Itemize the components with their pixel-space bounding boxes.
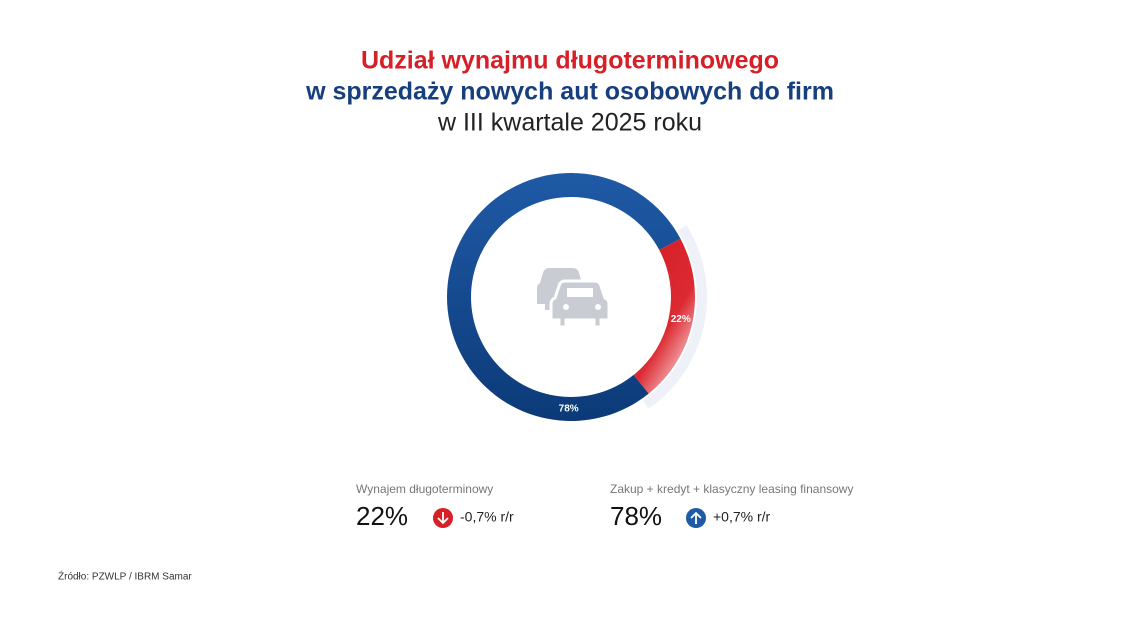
summary-value: 78% — [610, 501, 662, 531]
source: Źródło: PZWLP / IBRM Samar — [58, 570, 192, 583]
value-label: 22% — [671, 314, 691, 325]
segment-halo — [642, 224, 707, 409]
cars-icon — [537, 267, 611, 329]
chart-period: w III kwartale 2025 roku — [437, 109, 702, 137]
summary-value: 22% — [356, 501, 408, 531]
legend-label: Wynajem długoterminowy — [356, 482, 493, 496]
chart-title: Udział wynajmu długoterminowego — [361, 47, 779, 75]
chart-subtitle: w sprzedaży nowych aut osobowych do firm — [305, 78, 834, 106]
down-arrow — [437, 512, 449, 525]
change-label: -0,7% r/r — [460, 509, 514, 525]
segment — [633, 238, 695, 394]
up-arrow — [690, 511, 702, 524]
change-label: +0,7% r/r — [713, 509, 771, 525]
donut: 22% 78% — [446, 173, 707, 421]
legend-label: Zakup + kredyt + klasyczny leasing finan… — [610, 482, 853, 496]
value-label: 78% — [559, 404, 579, 415]
